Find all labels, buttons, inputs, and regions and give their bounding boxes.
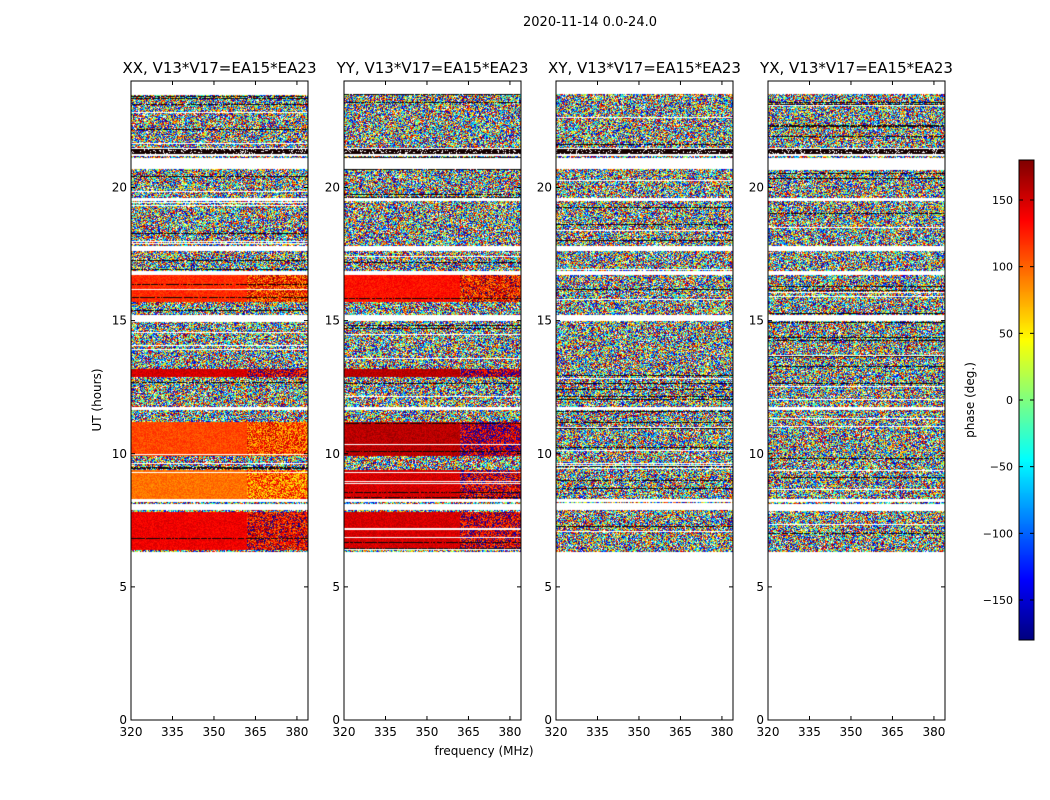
colorbar-tick-label: −50 bbox=[990, 461, 1013, 474]
x-tick-label: 365 bbox=[669, 725, 692, 739]
colorbar: 150 100 50 0 −50 −100 −150 bbox=[983, 159, 1035, 641]
colorbar-tick-label: −100 bbox=[983, 527, 1013, 540]
x-tick-label: 380 bbox=[710, 725, 733, 739]
x-axis-label: frequency (MHz) bbox=[434, 744, 533, 758]
x-tick-label: 320 bbox=[333, 725, 356, 739]
x-tick-label: 350 bbox=[203, 725, 226, 739]
panel-title: XY, V13*V17=EA15*EA23 bbox=[548, 59, 741, 77]
y-tick-label: 20 bbox=[537, 181, 552, 195]
colorbar-tick-label: 0 bbox=[1006, 394, 1013, 407]
panel-frame bbox=[130, 80, 309, 721]
panels: XX, V13*V17=EA15*EA23 0 5 10 15 20 320 335 350 36… bbox=[112, 59, 953, 739]
y-tick-label: 0 bbox=[544, 713, 552, 727]
panel-2: YY, V13*V17=EA15*EA23 0 5 10 15 20 320 335 350 36… bbox=[325, 59, 529, 739]
x-tick-label: 335 bbox=[161, 725, 184, 739]
heatmap-3 bbox=[556, 81, 733, 720]
y-tick-label: 5 bbox=[119, 580, 127, 594]
y-tick-label: 0 bbox=[332, 713, 340, 727]
y-tick-label: 20 bbox=[325, 181, 340, 195]
figure-suptitle: 2020-11-14 0.0-24.0 bbox=[523, 15, 657, 30]
x-tick-label: 350 bbox=[628, 725, 651, 739]
colorbar-tick-label: 100 bbox=[992, 261, 1013, 274]
panel-1: XX, V13*V17=EA15*EA23 0 5 10 15 20 320 335 350 36… bbox=[112, 59, 317, 739]
y-tick-label: 10 bbox=[112, 447, 127, 461]
panel-frame bbox=[343, 80, 522, 721]
y-tick-label: 10 bbox=[749, 447, 764, 461]
colorbar-tick-label: 150 bbox=[992, 194, 1013, 207]
heatmap-4 bbox=[768, 81, 945, 720]
y-tick-label: 20 bbox=[749, 181, 764, 195]
x-tick-label: 380 bbox=[285, 725, 308, 739]
y-tick-label: 5 bbox=[756, 580, 764, 594]
colorbar-tick-label: −150 bbox=[983, 594, 1013, 607]
colorbar-tick-label: 50 bbox=[999, 327, 1013, 340]
y-tick-label: 5 bbox=[544, 580, 552, 594]
heatmap-2 bbox=[344, 81, 521, 720]
y-tick-label: 20 bbox=[112, 181, 127, 195]
y-axis-label: UT (hours) bbox=[90, 368, 104, 431]
colorbar-gradient bbox=[1019, 160, 1034, 640]
x-tick-label: 365 bbox=[244, 725, 267, 739]
x-tick-label: 320 bbox=[120, 725, 143, 739]
x-tick-label: 320 bbox=[545, 725, 568, 739]
x-tick-label: 350 bbox=[416, 725, 439, 739]
colorbar-label: phase (deg.) bbox=[963, 362, 977, 438]
x-tick-label: 335 bbox=[374, 725, 397, 739]
y-tick-label: 10 bbox=[325, 447, 340, 461]
panel-3: XY, V13*V17=EA15*EA23 0 5 10 15 20 320 335 350 36… bbox=[537, 59, 741, 739]
x-tick-label: 380 bbox=[922, 725, 945, 739]
panel-title: YX, V13*V17=EA15*EA23 bbox=[759, 59, 953, 77]
x-tick-label: 335 bbox=[586, 725, 609, 739]
y-tick-label: 15 bbox=[537, 314, 552, 328]
panel-title: XX, V13*V17=EA15*EA23 bbox=[122, 59, 316, 77]
x-tick-label: 365 bbox=[881, 725, 904, 739]
y-tick-label: 15 bbox=[749, 314, 764, 328]
y-tick-label: 15 bbox=[325, 314, 340, 328]
panel-4: YX, V13*V17=EA15*EA23 0 5 10 15 20 320 335 350 36… bbox=[749, 59, 953, 739]
x-tick-label: 350 bbox=[840, 725, 863, 739]
x-tick-label: 335 bbox=[798, 725, 821, 739]
y-tick-label: 15 bbox=[112, 314, 127, 328]
y-tick-label: 5 bbox=[332, 580, 340, 594]
panel-frame bbox=[767, 80, 946, 721]
panel-title: YY, V13*V17=EA15*EA23 bbox=[336, 59, 529, 77]
x-tick-label: 320 bbox=[757, 725, 780, 739]
x-tick-label: 380 bbox=[498, 725, 521, 739]
heatmap-1 bbox=[131, 81, 308, 720]
panel-frame bbox=[555, 80, 734, 721]
y-tick-label: 0 bbox=[756, 713, 764, 727]
x-tick-label: 365 bbox=[457, 725, 480, 739]
y-tick-label: 0 bbox=[119, 713, 127, 727]
y-tick-label: 10 bbox=[537, 447, 552, 461]
